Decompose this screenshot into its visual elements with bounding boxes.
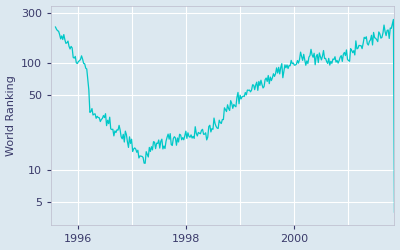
- Y-axis label: World Ranking: World Ranking: [6, 75, 16, 156]
